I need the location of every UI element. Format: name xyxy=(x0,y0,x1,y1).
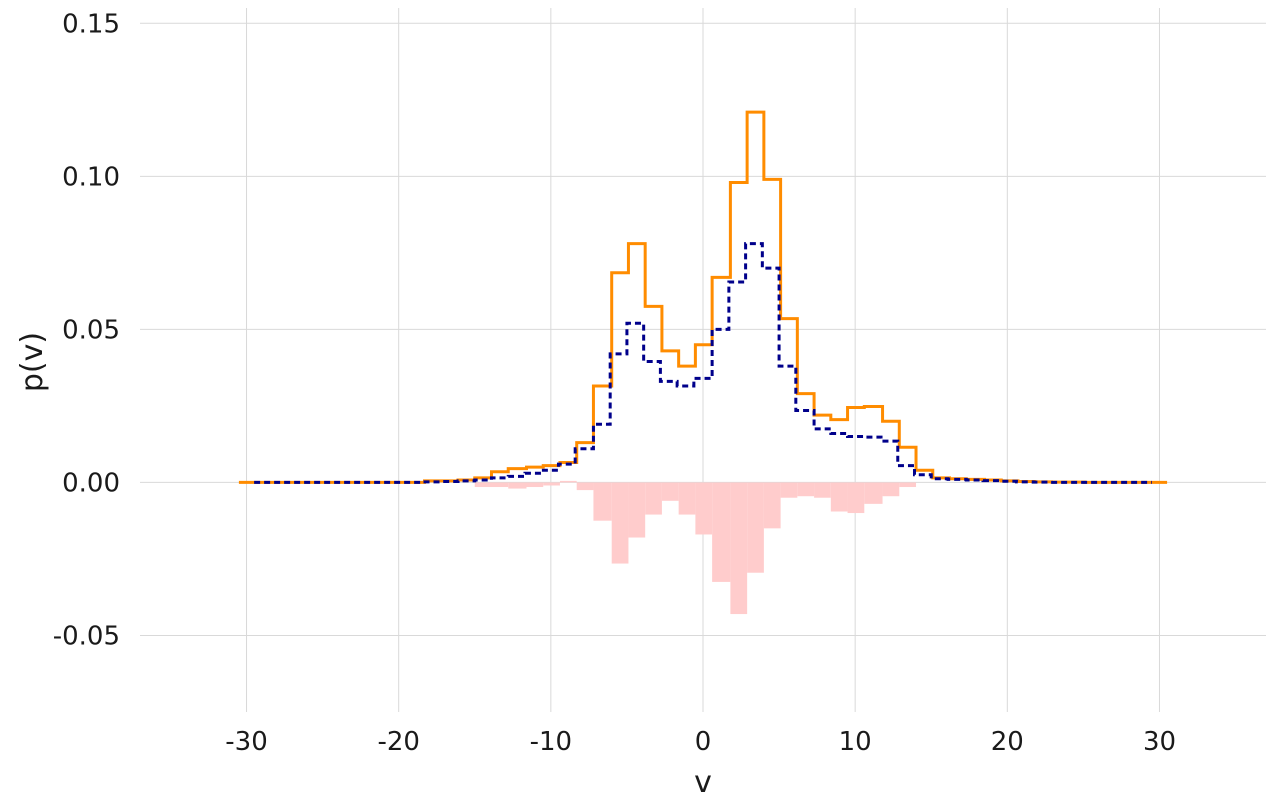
difference-bar xyxy=(559,480,577,483)
difference-bar xyxy=(814,482,831,498)
difference-bar xyxy=(899,482,917,488)
x-tick-label: -10 xyxy=(530,727,572,757)
difference-bar xyxy=(593,482,612,521)
y-tick-label: 0.05 xyxy=(62,315,120,345)
x-tick-label: 10 xyxy=(839,727,872,757)
x-tick-label: -20 xyxy=(377,727,419,757)
difference-bar xyxy=(526,482,544,488)
x-tick-label: 0 xyxy=(695,727,712,757)
x-tick-label: 20 xyxy=(991,727,1024,757)
y-axis-title: p(v) xyxy=(15,332,50,392)
difference-bar xyxy=(712,482,731,582)
difference-bar xyxy=(611,482,629,564)
y-tick-label: 0.00 xyxy=(62,468,120,498)
y-tick-label: -0.05 xyxy=(53,621,120,651)
difference-bar xyxy=(882,482,900,497)
difference-bar xyxy=(474,482,492,488)
difference-bar xyxy=(847,482,865,514)
difference-bar xyxy=(543,482,560,486)
x-axis-title: v xyxy=(694,765,712,800)
difference-bar xyxy=(508,482,527,489)
difference-bar xyxy=(678,482,696,515)
grid-lines xyxy=(140,8,1266,712)
difference-bars xyxy=(474,480,917,615)
x-tick-label: -30 xyxy=(225,727,267,757)
difference-bar xyxy=(763,482,781,529)
difference-bar xyxy=(628,482,646,538)
tick-labels: -30 -20 -10 0 10 20 30 0.15 0.10 0.05 0.00 -0.05 xyxy=(53,9,1176,757)
difference-bar xyxy=(730,482,748,615)
difference-bar xyxy=(491,482,509,488)
difference-bar xyxy=(830,482,848,512)
difference-bar xyxy=(661,482,679,501)
difference-bar xyxy=(747,482,764,573)
difference-bar xyxy=(797,482,815,497)
x-tick-label: 30 xyxy=(1143,727,1176,757)
difference-bar xyxy=(780,482,798,498)
y-tick-label: 0.15 xyxy=(62,9,120,39)
difference-bar xyxy=(645,482,662,515)
navy-dashed-step-series xyxy=(254,242,1152,484)
difference-bar xyxy=(864,482,883,504)
difference-bar xyxy=(695,482,713,535)
y-tick-label: 0.10 xyxy=(62,162,120,192)
difference-bar xyxy=(576,482,594,491)
series-lines xyxy=(238,110,1168,484)
